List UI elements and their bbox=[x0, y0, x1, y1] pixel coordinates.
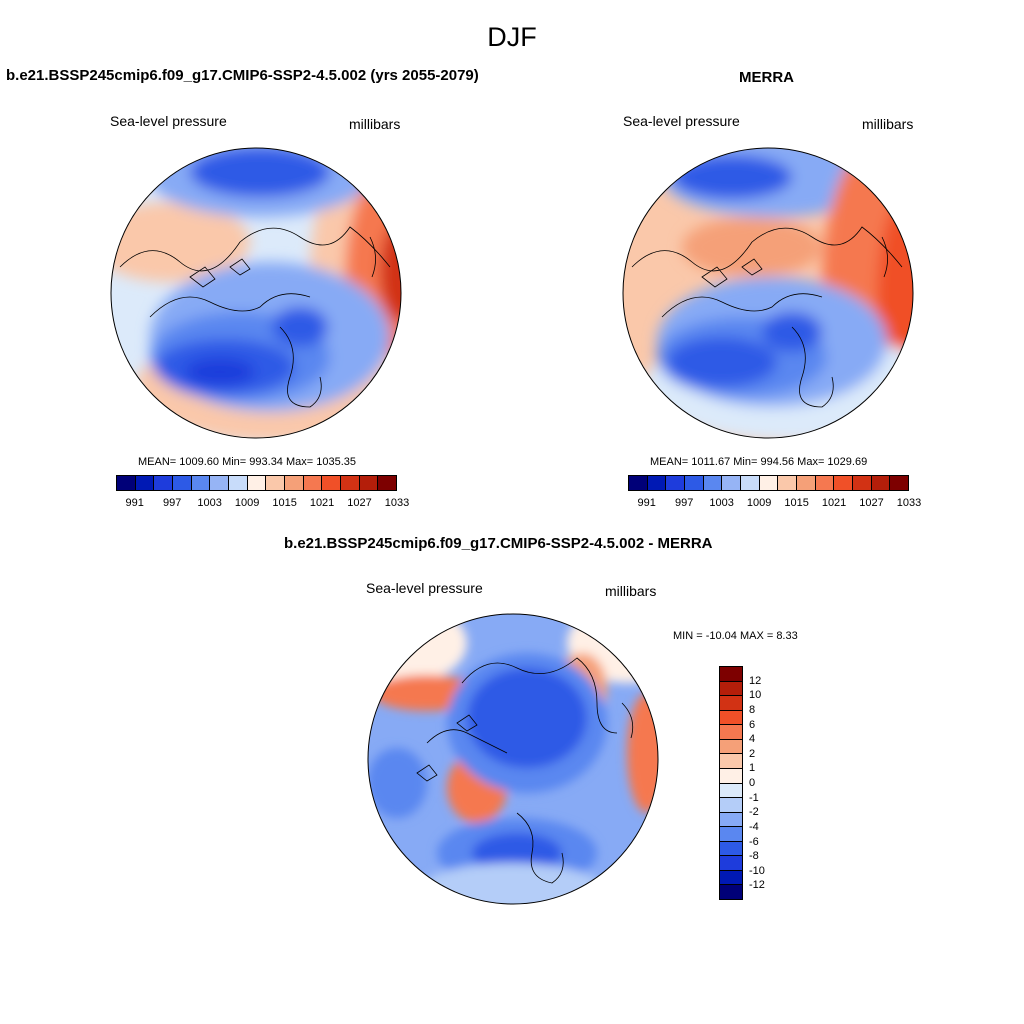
colorbar-box bbox=[720, 710, 742, 726]
panel3-map bbox=[367, 613, 659, 905]
colorbar-box bbox=[720, 827, 742, 842]
colorbar-box bbox=[720, 754, 742, 769]
colorbar-box bbox=[720, 783, 742, 799]
colorbar-tick-label: -2 bbox=[749, 806, 759, 819]
colorbar-box bbox=[815, 476, 835, 490]
colorbar-tick-label: -12 bbox=[749, 879, 765, 892]
colorbar-tick-label: 1 bbox=[749, 762, 756, 775]
colorbar-tick-label: 4 bbox=[749, 733, 756, 746]
colorbar-box bbox=[703, 476, 723, 490]
colorbar-box bbox=[834, 476, 854, 490]
colorbar-tick-label: -8 bbox=[749, 850, 759, 863]
colorbar-box bbox=[229, 476, 248, 490]
panel3-units-label: millibars bbox=[605, 583, 657, 599]
panel3-stats: MIN = -10.04 MAX = 8.33 bbox=[673, 630, 798, 642]
panel2-stats: MEAN= 1011.67 Min= 994.56 Max= 1029.69 bbox=[650, 456, 868, 468]
colorbar-box bbox=[871, 476, 891, 490]
panel2-colorbar: 991 997 1003 1009 1015 1021 1027 1033 bbox=[628, 475, 921, 509]
colorbar-box bbox=[720, 739, 742, 755]
colorbar-tick-label: 1003 bbox=[197, 497, 222, 509]
panel1-units-label: millibars bbox=[349, 116, 401, 132]
colorbar-tick-label: 1027 bbox=[347, 497, 372, 509]
panel2-colorbar-boxes bbox=[628, 475, 909, 491]
colorbar-box bbox=[341, 476, 360, 490]
colorbar-box bbox=[247, 476, 267, 490]
colorbar-box bbox=[720, 725, 742, 740]
colorbar-box bbox=[778, 476, 798, 490]
colorbar-tick-label: 12 bbox=[749, 674, 762, 687]
colorbar-tick-label: 0 bbox=[749, 777, 756, 789]
colorbar-box bbox=[722, 476, 742, 490]
colorbar-box bbox=[890, 476, 909, 490]
colorbar-tick-label: 1003 bbox=[709, 497, 734, 509]
panel3-colorbar: 12 10 8 6 4 2 1 0 -1 -2 -4 -6 -8 -10 -12 bbox=[719, 666, 765, 900]
colorbar-box bbox=[135, 476, 155, 490]
colorbar-tick-label: 8 bbox=[749, 703, 756, 716]
colorbar-box bbox=[266, 476, 286, 490]
panel3-variable-label: Sea-level pressure bbox=[366, 580, 483, 596]
colorbar-box bbox=[322, 476, 342, 490]
colorbar-box bbox=[720, 667, 742, 682]
panel1-variable-label: Sea-level pressure bbox=[110, 113, 227, 129]
colorbar-tick-label: -10 bbox=[749, 864, 765, 877]
colorbar-box bbox=[720, 696, 742, 711]
colorbar-box bbox=[647, 476, 667, 490]
colorbar-box bbox=[666, 476, 686, 490]
colorbar-tick-label: 10 bbox=[749, 689, 762, 702]
colorbar-box bbox=[359, 476, 379, 490]
panel1-title: b.e21.BSSP245cmip6.f09_g17.CMIP6-SSP2-4.… bbox=[6, 67, 479, 84]
colorbar-tick-label: -6 bbox=[749, 835, 759, 848]
colorbar-box bbox=[720, 798, 742, 813]
colorbar-box bbox=[173, 476, 192, 490]
colorbar-box bbox=[378, 476, 397, 490]
colorbar-box bbox=[191, 476, 211, 490]
colorbar-tick-label: 1015 bbox=[784, 497, 809, 509]
colorbar-box bbox=[720, 856, 742, 871]
colorbar-box bbox=[741, 476, 760, 490]
colorbar-tick-label: 1009 bbox=[234, 497, 260, 509]
colorbar-box bbox=[210, 476, 230, 490]
colorbar-tick-label: -4 bbox=[749, 820, 759, 833]
panel3-colorbar-boxes bbox=[719, 666, 743, 900]
panel1-colorbar: 991 997 1003 1009 1015 1021 1027 1033 bbox=[116, 475, 409, 509]
panel2-units-label: millibars bbox=[862, 116, 914, 132]
colorbar-box bbox=[759, 476, 779, 490]
colorbar-tick-label: 1021 bbox=[821, 497, 847, 509]
panel2-map bbox=[622, 147, 914, 439]
colorbar-box bbox=[720, 812, 742, 828]
colorbar-box bbox=[720, 768, 742, 784]
colorbar-box bbox=[629, 476, 648, 490]
colorbar-box bbox=[720, 681, 742, 697]
colorbar-tick-label: 997 bbox=[675, 497, 694, 509]
colorbar-tick-label: 991 bbox=[637, 497, 656, 509]
colorbar-box bbox=[720, 841, 742, 857]
colorbar-box bbox=[117, 476, 136, 490]
colorbar-tick-label: 2 bbox=[749, 747, 756, 760]
colorbar-tick-label: 6 bbox=[749, 718, 756, 731]
colorbar-box bbox=[720, 885, 742, 899]
colorbar-box bbox=[285, 476, 304, 490]
colorbar-tick-label: 1027 bbox=[859, 497, 884, 509]
figure-title: DJF bbox=[487, 22, 537, 52]
colorbar-tick-label: 1033 bbox=[384, 497, 410, 509]
panel2-variable-label: Sea-level pressure bbox=[623, 113, 740, 129]
colorbar-tick-label: 1015 bbox=[272, 497, 297, 509]
panel1-map bbox=[110, 147, 402, 439]
colorbar-tick-label: -1 bbox=[749, 791, 759, 804]
colorbar-box bbox=[853, 476, 872, 490]
colorbar-tick-label: 997 bbox=[163, 497, 182, 509]
panel2-title: MERRA bbox=[739, 69, 794, 86]
panel1-stats: MEAN= 1009.60 Min= 993.34 Max= 1035.35 bbox=[138, 456, 357, 468]
colorbar-box bbox=[685, 476, 704, 490]
colorbar-box bbox=[797, 476, 816, 490]
colorbar-box bbox=[303, 476, 323, 490]
colorbar-tick-label: 1009 bbox=[746, 497, 772, 509]
colorbar-box bbox=[154, 476, 174, 490]
colorbar-tick-label: 1033 bbox=[896, 497, 922, 509]
colorbar-box bbox=[720, 870, 742, 886]
colorbar-tick-label: 991 bbox=[125, 497, 144, 509]
panel1-colorbar-boxes bbox=[116, 475, 397, 491]
colorbar-tick-label: 1021 bbox=[309, 497, 335, 509]
panel3-title: b.e21.BSSP245cmip6.f09_g17.CMIP6-SSP2-4.… bbox=[284, 535, 713, 552]
